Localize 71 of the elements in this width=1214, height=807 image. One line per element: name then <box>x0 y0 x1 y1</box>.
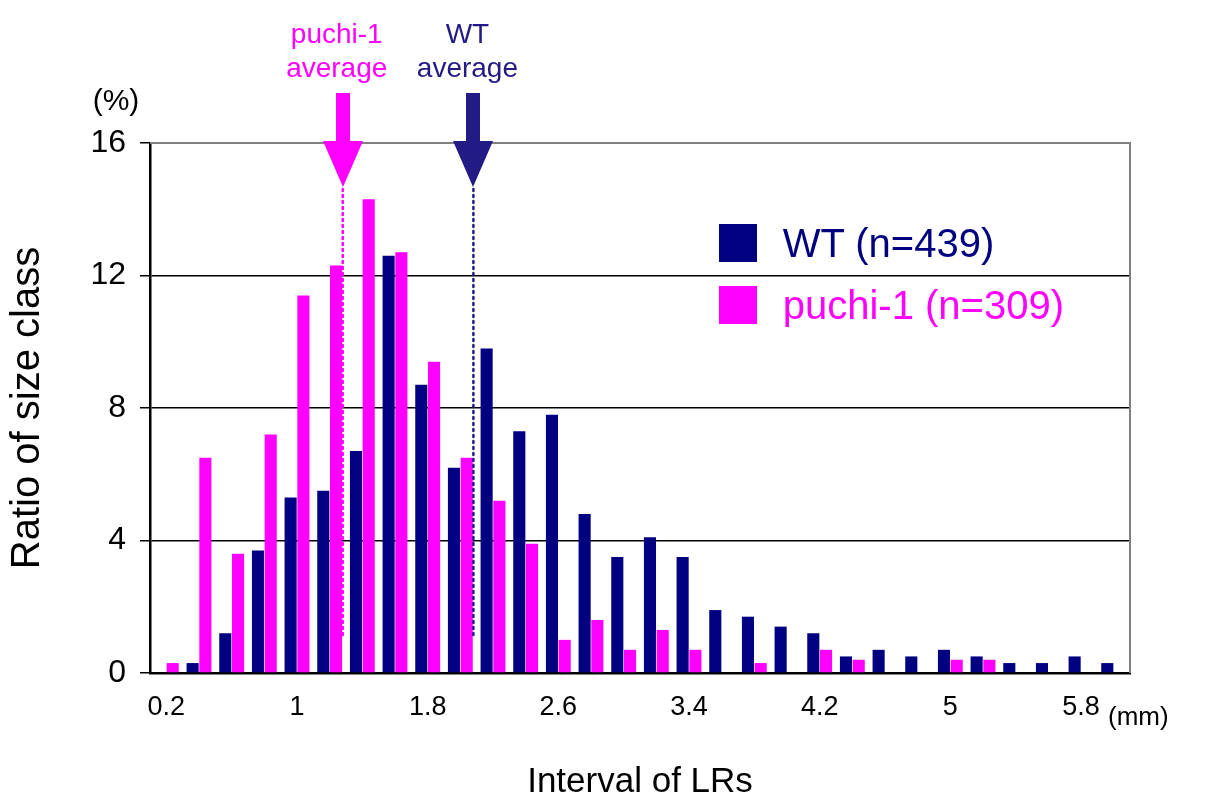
bar <box>395 252 408 673</box>
bar <box>349 451 363 673</box>
x-tick-label: 1 <box>289 690 305 721</box>
bar <box>219 633 232 673</box>
bar <box>754 663 767 673</box>
bar <box>1003 663 1016 673</box>
x-tick-label: 5 <box>942 690 958 721</box>
text: (mm) <box>1108 701 1169 731</box>
bar <box>297 295 310 673</box>
bar <box>689 649 702 673</box>
bar <box>513 431 526 673</box>
ref-line-label: puchi-1 average <box>286 18 388 83</box>
bar <box>525 543 539 673</box>
y-tick-label: 4 <box>108 520 126 557</box>
bar <box>611 557 624 673</box>
bar <box>493 500 506 673</box>
bar <box>643 537 657 673</box>
bar <box>950 659 963 673</box>
x-tick-label: 2.6 <box>539 690 578 721</box>
y-tick-label: 16 <box>90 122 126 159</box>
bar <box>741 616 755 673</box>
bar <box>852 659 865 673</box>
bar <box>264 434 277 673</box>
bar <box>578 514 591 673</box>
ref-line-label: WT average <box>416 18 518 83</box>
bar <box>284 497 297 673</box>
x-tick-label: 1.8 <box>408 690 447 721</box>
bar <box>1035 663 1049 673</box>
x-tick-label: 0.2 <box>147 690 186 721</box>
bar <box>251 550 265 673</box>
bar <box>807 633 820 673</box>
bar <box>1068 656 1081 673</box>
x-tick-label: 3.4 <box>670 690 708 721</box>
y-tick-label: 8 <box>108 387 126 424</box>
x-tick-label: 4.2 <box>800 690 839 721</box>
bar <box>970 656 983 673</box>
bar <box>231 553 245 673</box>
bar <box>460 457 473 673</box>
bar <box>447 467 461 673</box>
bar <box>317 490 330 673</box>
bar <box>872 649 885 673</box>
bar <box>480 348 493 673</box>
bar <box>983 659 996 673</box>
y-tick-label: 0 <box>108 652 126 689</box>
x-tick-label: 5.8 <box>1062 690 1100 721</box>
y-axis-title: Ratio of size class <box>3 246 48 570</box>
bar <box>676 557 689 673</box>
bar <box>937 649 951 673</box>
text: (%) <box>92 83 140 116</box>
bar <box>1101 663 1114 673</box>
bar <box>415 384 428 673</box>
bar <box>656 629 669 673</box>
bar <box>623 649 637 673</box>
bar <box>905 656 918 673</box>
bar <box>819 649 833 673</box>
bar <box>591 620 604 673</box>
bar <box>545 414 559 673</box>
bar <box>774 626 787 673</box>
bar <box>558 639 571 673</box>
bar <box>839 656 853 673</box>
bar <box>186 663 199 673</box>
y-tick-label: 12 <box>90 255 126 292</box>
bar <box>427 361 441 673</box>
x-axis-title: Interval of LRs <box>527 759 753 799</box>
bar <box>382 255 395 673</box>
bar <box>166 663 179 673</box>
legend-label: puchi-1 (n=309) <box>782 282 1064 329</box>
bar <box>199 457 212 673</box>
bar <box>709 610 722 673</box>
bar <box>362 199 375 673</box>
legend-label: WT (n=439) <box>782 220 995 267</box>
